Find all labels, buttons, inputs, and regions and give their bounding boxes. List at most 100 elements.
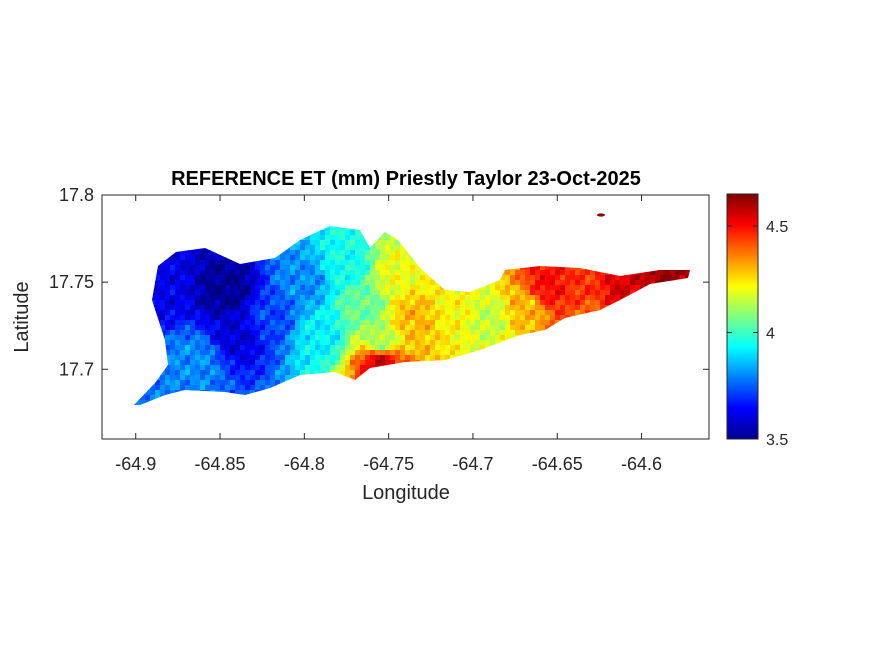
heatmap-cell [545,320,551,326]
heatmap-cell [250,315,256,321]
colorbar-gradient [726,193,759,440]
heatmap-cell [360,245,366,251]
heatmap-cell [310,340,316,346]
heatmap-cell [170,255,176,261]
heatmap-cell [315,355,321,361]
heatmap-cell [320,370,326,376]
heatmap-cell [520,295,526,301]
heatmap-cell [415,305,421,311]
heatmap-cell [345,330,351,336]
heatmap-cell [350,315,356,321]
heatmap-cell [650,270,656,276]
heatmap-cell [300,335,306,341]
heatmap-cell [385,300,391,306]
heatmap-cell [175,250,181,256]
heatmap-cell [365,350,371,356]
heatmap-cell [395,350,401,356]
heatmap-cell [315,250,321,256]
heatmap-cell [440,340,446,346]
heatmap-cell [210,330,216,336]
heatmap-cell [545,285,551,291]
heatmap-cell [400,265,406,271]
heatmap-cell [400,255,406,261]
heatmap-cell [170,270,176,276]
heatmap-cell [365,325,371,331]
heatmap-cell [170,310,176,316]
heatmap-cell [245,300,251,306]
heatmap-cell [500,305,506,311]
heatmap-cell [510,325,516,331]
heatmap-cell [560,300,566,306]
heatmap-cell [645,270,651,276]
heatmap-cell [345,345,351,351]
heatmap-cell [330,230,336,236]
heatmap-cell [175,375,181,381]
heatmap-cell [330,265,336,271]
heatmap-cell [380,355,386,361]
heatmap-cell [255,345,261,351]
colorbar-tick-label: 4 [766,325,775,342]
heatmap-cell [325,300,331,306]
heatmap-cell [390,295,396,301]
heatmap-cell [220,285,226,291]
heatmap-cell [470,295,476,301]
heatmap-cell [485,295,491,301]
heatmap-cell [380,325,386,331]
heatmap-cell [230,315,236,321]
heatmap-cell [170,335,176,341]
heatmap-cell [290,285,296,291]
heatmap-cell [360,335,366,341]
heatmap-cell [585,295,591,301]
heatmap-cell [360,315,366,321]
heatmap-cell [685,270,690,276]
heatmap-cell [350,355,356,361]
heatmap-cell [440,350,446,356]
heatmap-cell [360,240,366,246]
heatmap-cell [285,370,291,376]
heatmap-cell [380,275,386,281]
heatmap-cell [360,330,366,336]
heatmap-cell [155,270,161,276]
heatmap-cell [220,330,226,336]
heatmap-cell [180,340,186,346]
heatmap-cell [475,330,481,336]
heatmap-cell [425,335,431,341]
heatmap-cell [265,290,271,296]
heatmap-cell [490,285,496,291]
heatmap-cell [465,315,471,321]
heatmap-cell [185,265,191,271]
heatmap-cell [160,375,166,381]
heatmap-cell [530,280,536,286]
heatmap-cell [180,360,186,366]
heatmap-cell [465,295,471,301]
heatmap-cell [210,265,216,271]
heatmap-cell [240,325,246,331]
heatmap-cell [240,350,246,356]
heatmap-cell [150,295,156,301]
heatmap-cell [370,245,376,251]
heatmap-cell [405,340,411,346]
heatmap-cell [165,335,171,341]
heatmap-cell [290,370,296,376]
heatmap-cell [360,320,366,326]
heatmap-cell [280,320,286,326]
heatmap-cell [270,305,276,311]
heatmap-cell [170,285,176,291]
heatmap-cell [305,245,311,251]
heatmap-cell [340,330,346,336]
heatmap-cell [415,270,421,276]
heatmap-cell [310,345,316,351]
heatmap-cell [230,300,236,306]
heatmap-cell [330,340,336,346]
heatmap-cell [245,355,251,361]
heatmap-cell [180,350,186,356]
heatmap-cell [340,335,346,341]
heatmap-cell [275,330,281,336]
heatmap-cell [280,315,286,321]
heatmap-cell [330,310,336,316]
heatmap-cell [325,240,331,246]
heatmap-cell [330,270,336,276]
heatmap-cell [275,295,281,301]
heatmap-cell [620,290,626,296]
heatmap-cell [295,355,301,361]
